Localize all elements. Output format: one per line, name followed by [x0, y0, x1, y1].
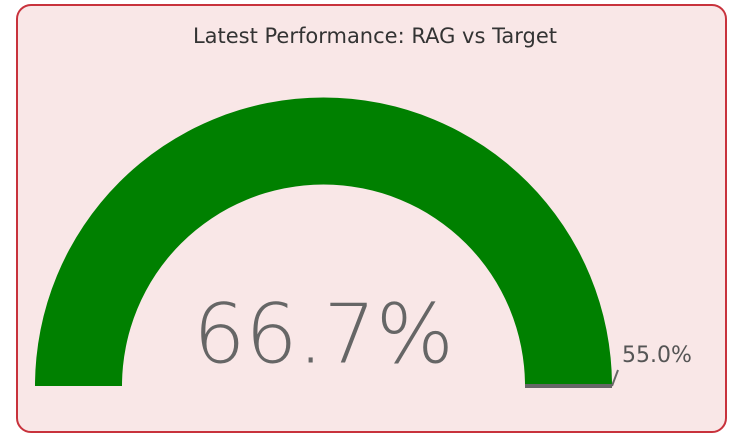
- target-label: 55.0%: [622, 343, 692, 368]
- target-leader: [611, 369, 619, 387]
- gauge-value-label: 66.7%: [193, 288, 454, 383]
- chart-title: Latest Performance: RAG vs Target: [193, 24, 557, 48]
- gauge-fill: [35, 97, 612, 387]
